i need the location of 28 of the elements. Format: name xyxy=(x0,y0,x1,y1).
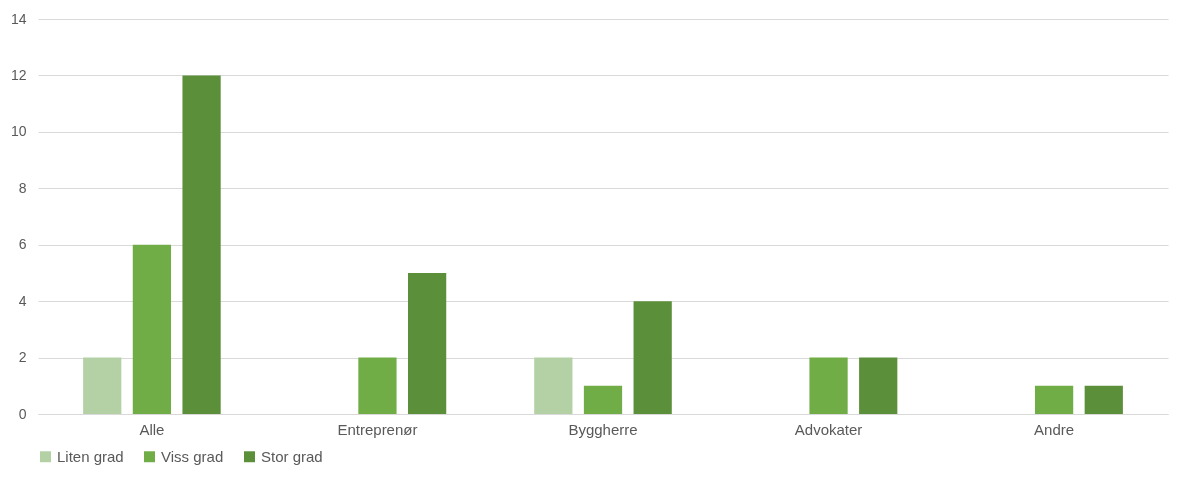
bar xyxy=(633,301,672,414)
legend-label: Stor grad xyxy=(261,447,323,465)
bar xyxy=(408,272,447,414)
bar xyxy=(583,385,623,414)
y-tick-label: 6 xyxy=(18,236,27,253)
bar xyxy=(859,357,898,414)
y-tick-label: 10 xyxy=(10,123,27,140)
y-tick-label: 14 xyxy=(10,10,27,27)
bar xyxy=(809,357,848,414)
y-tick-label: 8 xyxy=(18,179,27,196)
x-tick-label: Entreprenør xyxy=(337,420,418,438)
legend-label: Viss grad xyxy=(161,447,224,465)
y-tick-label: 12 xyxy=(10,66,27,83)
y-tick-label: 0 xyxy=(18,405,27,422)
bar xyxy=(534,357,573,414)
legend-label: Liten grad xyxy=(57,447,124,465)
y-tick-label: 2 xyxy=(18,349,27,366)
bar xyxy=(182,75,221,414)
y-tick-label: 4 xyxy=(18,292,27,309)
bar xyxy=(1084,385,1123,414)
bar xyxy=(358,357,397,414)
x-tick-label: Byggherre xyxy=(568,420,638,438)
bar xyxy=(83,357,122,414)
x-tick-label: Alle xyxy=(139,420,165,438)
x-tick-label: Advokater xyxy=(794,420,863,438)
x-tick-label: Andre xyxy=(1034,420,1075,438)
bar xyxy=(132,244,172,414)
bar xyxy=(1034,385,1074,414)
